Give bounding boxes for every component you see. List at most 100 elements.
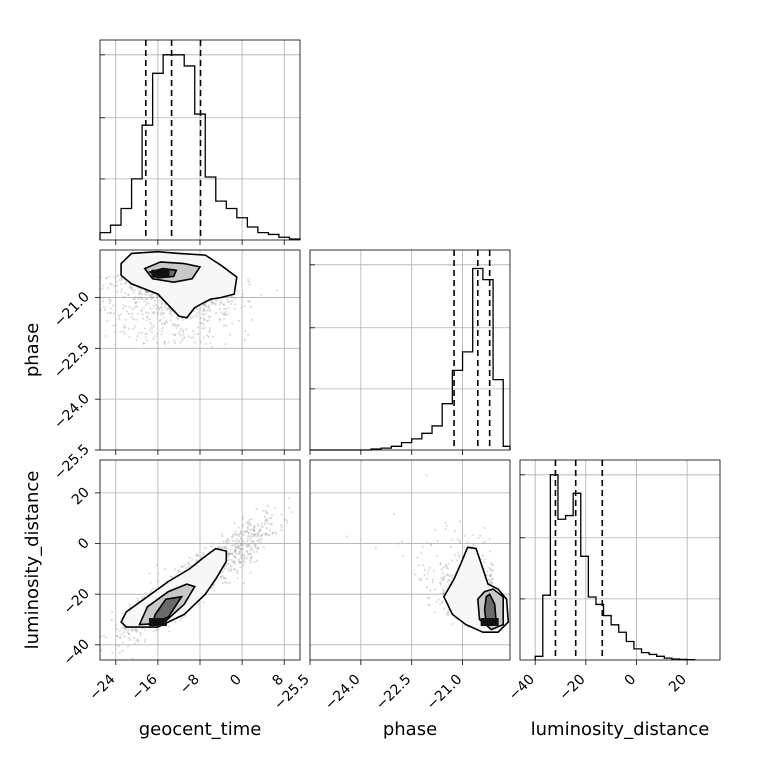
sample-point [224, 313, 227, 316]
density-peak [151, 269, 170, 278]
sample-point [257, 530, 260, 534]
sample-point [145, 315, 149, 318]
sample-point [187, 562, 190, 565]
sample-point [153, 299, 156, 302]
sample-point [196, 308, 199, 311]
sample-point [233, 533, 237, 536]
sample-point [177, 570, 181, 573]
x-axis-label-phase: phase [383, 719, 437, 740]
sample-point [246, 544, 249, 547]
sample-point [123, 324, 126, 327]
sample-point [159, 318, 162, 321]
sample-point [163, 568, 167, 571]
sample-point [240, 542, 243, 545]
sample-point [208, 306, 211, 310]
sample-point [109, 311, 112, 315]
sample-point [201, 313, 204, 316]
sample-point [240, 561, 243, 564]
sample-point [173, 323, 176, 326]
sample-point [199, 322, 202, 325]
sample-point [224, 307, 227, 310]
sample-point [256, 531, 259, 534]
sample-point [144, 336, 147, 339]
sample-point [231, 535, 234, 538]
sample-point [124, 635, 127, 638]
sample-point [256, 533, 259, 536]
sample-point [245, 557, 248, 560]
sample-point [234, 303, 237, 306]
sample-point [144, 297, 147, 300]
sample-point [185, 328, 188, 331]
sample-point [144, 592, 147, 595]
sample-point [170, 315, 173, 318]
sample-point [191, 558, 194, 562]
sample-point [483, 561, 486, 564]
sample-point [128, 313, 131, 316]
sample-point [220, 547, 223, 550]
sample-point [152, 325, 156, 328]
sample-point [153, 312, 156, 315]
sample-point [88, 284, 90, 286]
sample-point [236, 290, 239, 293]
sample-point [396, 542, 399, 545]
sample-point [122, 303, 125, 306]
sample-point [231, 560, 234, 563]
sample-point [208, 327, 211, 330]
sample-point [250, 546, 253, 549]
sample-point [183, 564, 186, 567]
sample-point [223, 312, 226, 315]
sample-point [222, 576, 225, 579]
sample-point [167, 625, 170, 628]
sample-point [131, 285, 134, 288]
sample-point [179, 618, 182, 621]
sample-point [118, 636, 121, 639]
sample-point [220, 301, 223, 304]
sample-point [170, 576, 174, 579]
sample-point [132, 318, 135, 321]
sample-point [441, 572, 444, 575]
sample-point [266, 512, 269, 515]
sample-point [224, 310, 227, 314]
sample-point [439, 581, 442, 585]
sample-point [141, 313, 144, 316]
x-tick-label: 8 [269, 672, 287, 690]
sample-point [258, 540, 261, 543]
sample-point [483, 540, 486, 543]
sample-point [215, 299, 218, 302]
sample-point [250, 528, 253, 531]
sample-point [447, 613, 450, 616]
sample-point [280, 526, 283, 529]
sample-point [463, 534, 466, 538]
sample-point [253, 560, 256, 563]
sample-point [233, 568, 236, 571]
sample-point [156, 332, 159, 336]
sample-point [228, 552, 231, 555]
sample-point [231, 533, 234, 536]
sample-point [267, 522, 270, 525]
sample-point [219, 300, 223, 303]
sample-point [487, 566, 490, 569]
sample-point [253, 526, 256, 530]
sample-point [115, 284, 118, 287]
sample-point [200, 556, 203, 559]
sample-point [100, 649, 102, 652]
sample-point [424, 568, 427, 571]
sample-point [249, 552, 253, 556]
sample-point [199, 317, 202, 320]
sample-point [491, 578, 494, 581]
sample-point [243, 339, 246, 342]
sample-point [236, 533, 239, 536]
sample-point [197, 603, 200, 606]
sample-point [246, 278, 250, 282]
sample-point [426, 596, 429, 600]
sample-point [430, 544, 433, 547]
sample-point [231, 539, 234, 543]
sample-point [109, 299, 112, 302]
y-tick-label: −40 [61, 636, 93, 668]
sample-point [182, 337, 185, 340]
sample-point [151, 587, 154, 590]
sample-point [83, 328, 85, 330]
sample-point [193, 310, 196, 313]
sample-point [155, 564, 159, 567]
density-phase-vs-luminosity-distance [310, 460, 510, 660]
